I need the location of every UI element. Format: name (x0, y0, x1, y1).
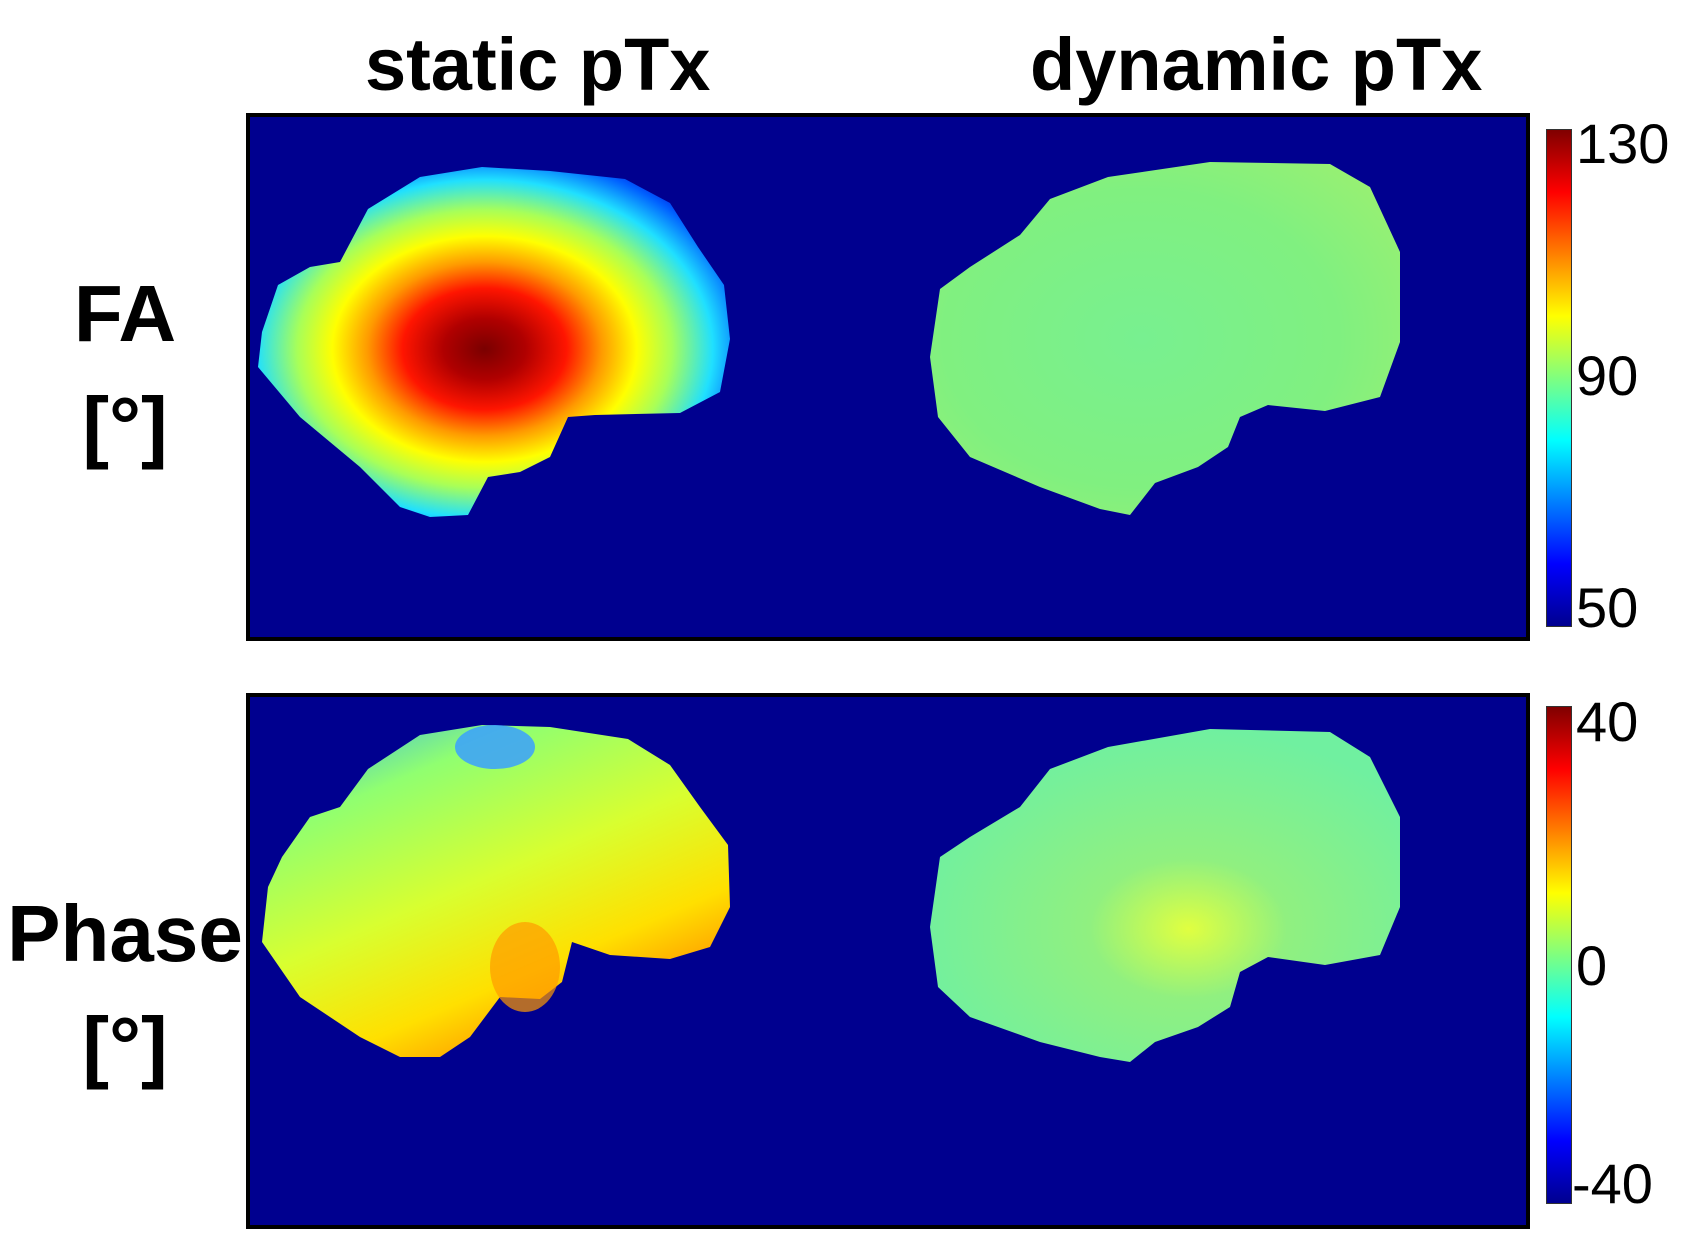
fa-map-panel (246, 113, 1530, 641)
phase-tick-min: -40 (1572, 1152, 1653, 1215)
fa-tick-min: 50 (1576, 576, 1639, 639)
phase-tick-mid: 0 (1576, 934, 1608, 997)
phase-static-brain (262, 725, 730, 1057)
phase-dynamic-brain (930, 729, 1400, 1062)
phase-map-panel (246, 693, 1530, 1229)
column-title-dynamic: dynamic pTx (1030, 23, 1483, 106)
fa-static-brain (258, 167, 730, 517)
fa-tick-max: 130 (1576, 112, 1670, 175)
fa-tick-mid: 90 (1576, 344, 1639, 407)
fa-dynamic-brain (930, 162, 1400, 515)
phase-static-orange-patch (490, 922, 560, 1012)
row-label-fa: FA [°] (0, 258, 255, 482)
phase-tick-max: 40 (1576, 690, 1639, 753)
row-label-phase-name: Phase (7, 889, 243, 978)
row-label-fa-unit: [°] (82, 381, 168, 470)
column-title-static: static pTx (365, 23, 711, 106)
fa-colorbar (1546, 129, 1572, 627)
row-label-phase-unit: [°] (82, 1001, 168, 1090)
row-label-fa-name: FA (73, 269, 177, 358)
phase-colorbar (1546, 706, 1572, 1204)
row-label-phase: Phase [°] (0, 878, 255, 1102)
phase-static-blue-patch (455, 725, 535, 769)
